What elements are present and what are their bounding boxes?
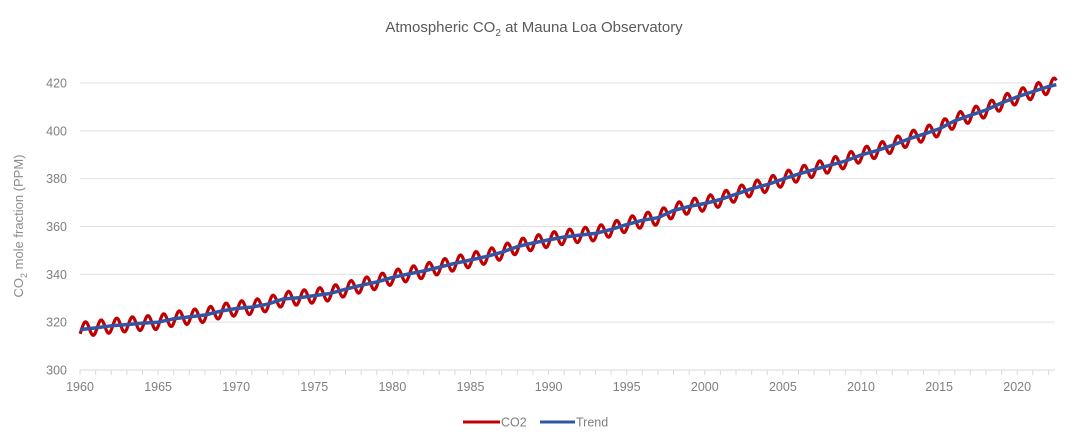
y-axis: 300 320 340 360 380 400 420 [46, 77, 67, 378]
x-tick-label: 1995 [613, 380, 641, 394]
y-tick-label: 320 [46, 316, 67, 330]
x-tick-label: 2015 [925, 380, 953, 394]
legend-label-co2: CO2 [501, 416, 527, 430]
x-tick-label: 1980 [378, 380, 406, 394]
y-tick-label: 360 [46, 220, 67, 234]
y-axis-label: CO2 mole fraction (PPM) [11, 155, 29, 298]
series-group [78, 76, 1058, 337]
x-tick-label: 1985 [457, 380, 485, 394]
chart-title: Atmospheric CO2 at Mauna Loa Observatory [385, 19, 683, 39]
series-trend-line [79, 82, 1057, 332]
x-tick-label: 2005 [769, 380, 797, 394]
x-tick-label: 1990 [535, 380, 563, 394]
legend: CO2 Trend [463, 416, 608, 430]
y-tick-label: 420 [46, 77, 67, 91]
y-tick-label: 300 [46, 364, 67, 378]
legend-item-co2[interactable]: CO2 [463, 416, 527, 430]
x-tick-label: 2010 [847, 380, 875, 394]
x-tick-label: 2020 [1003, 380, 1031, 394]
y-tick-label: 340 [46, 268, 67, 282]
series-co2-line [78, 76, 1058, 337]
y-tick-label: 400 [46, 124, 67, 138]
x-tick-label: 1975 [300, 380, 328, 394]
x-tick-label: 2000 [691, 380, 719, 394]
gridlines [80, 82, 1055, 323]
x-tick-label: 1970 [222, 380, 250, 394]
y-tick-label: 380 [46, 172, 67, 186]
x-tick-label: 1960 [66, 380, 94, 394]
legend-item-trend[interactable]: Trend [540, 416, 608, 430]
x-tick-label: 1965 [144, 380, 172, 394]
legend-label-trend: Trend [576, 416, 608, 430]
x-axis: 1960 1965 1970 1975 1980 1985 1990 1995 2000 2005… [66, 369, 1055, 394]
